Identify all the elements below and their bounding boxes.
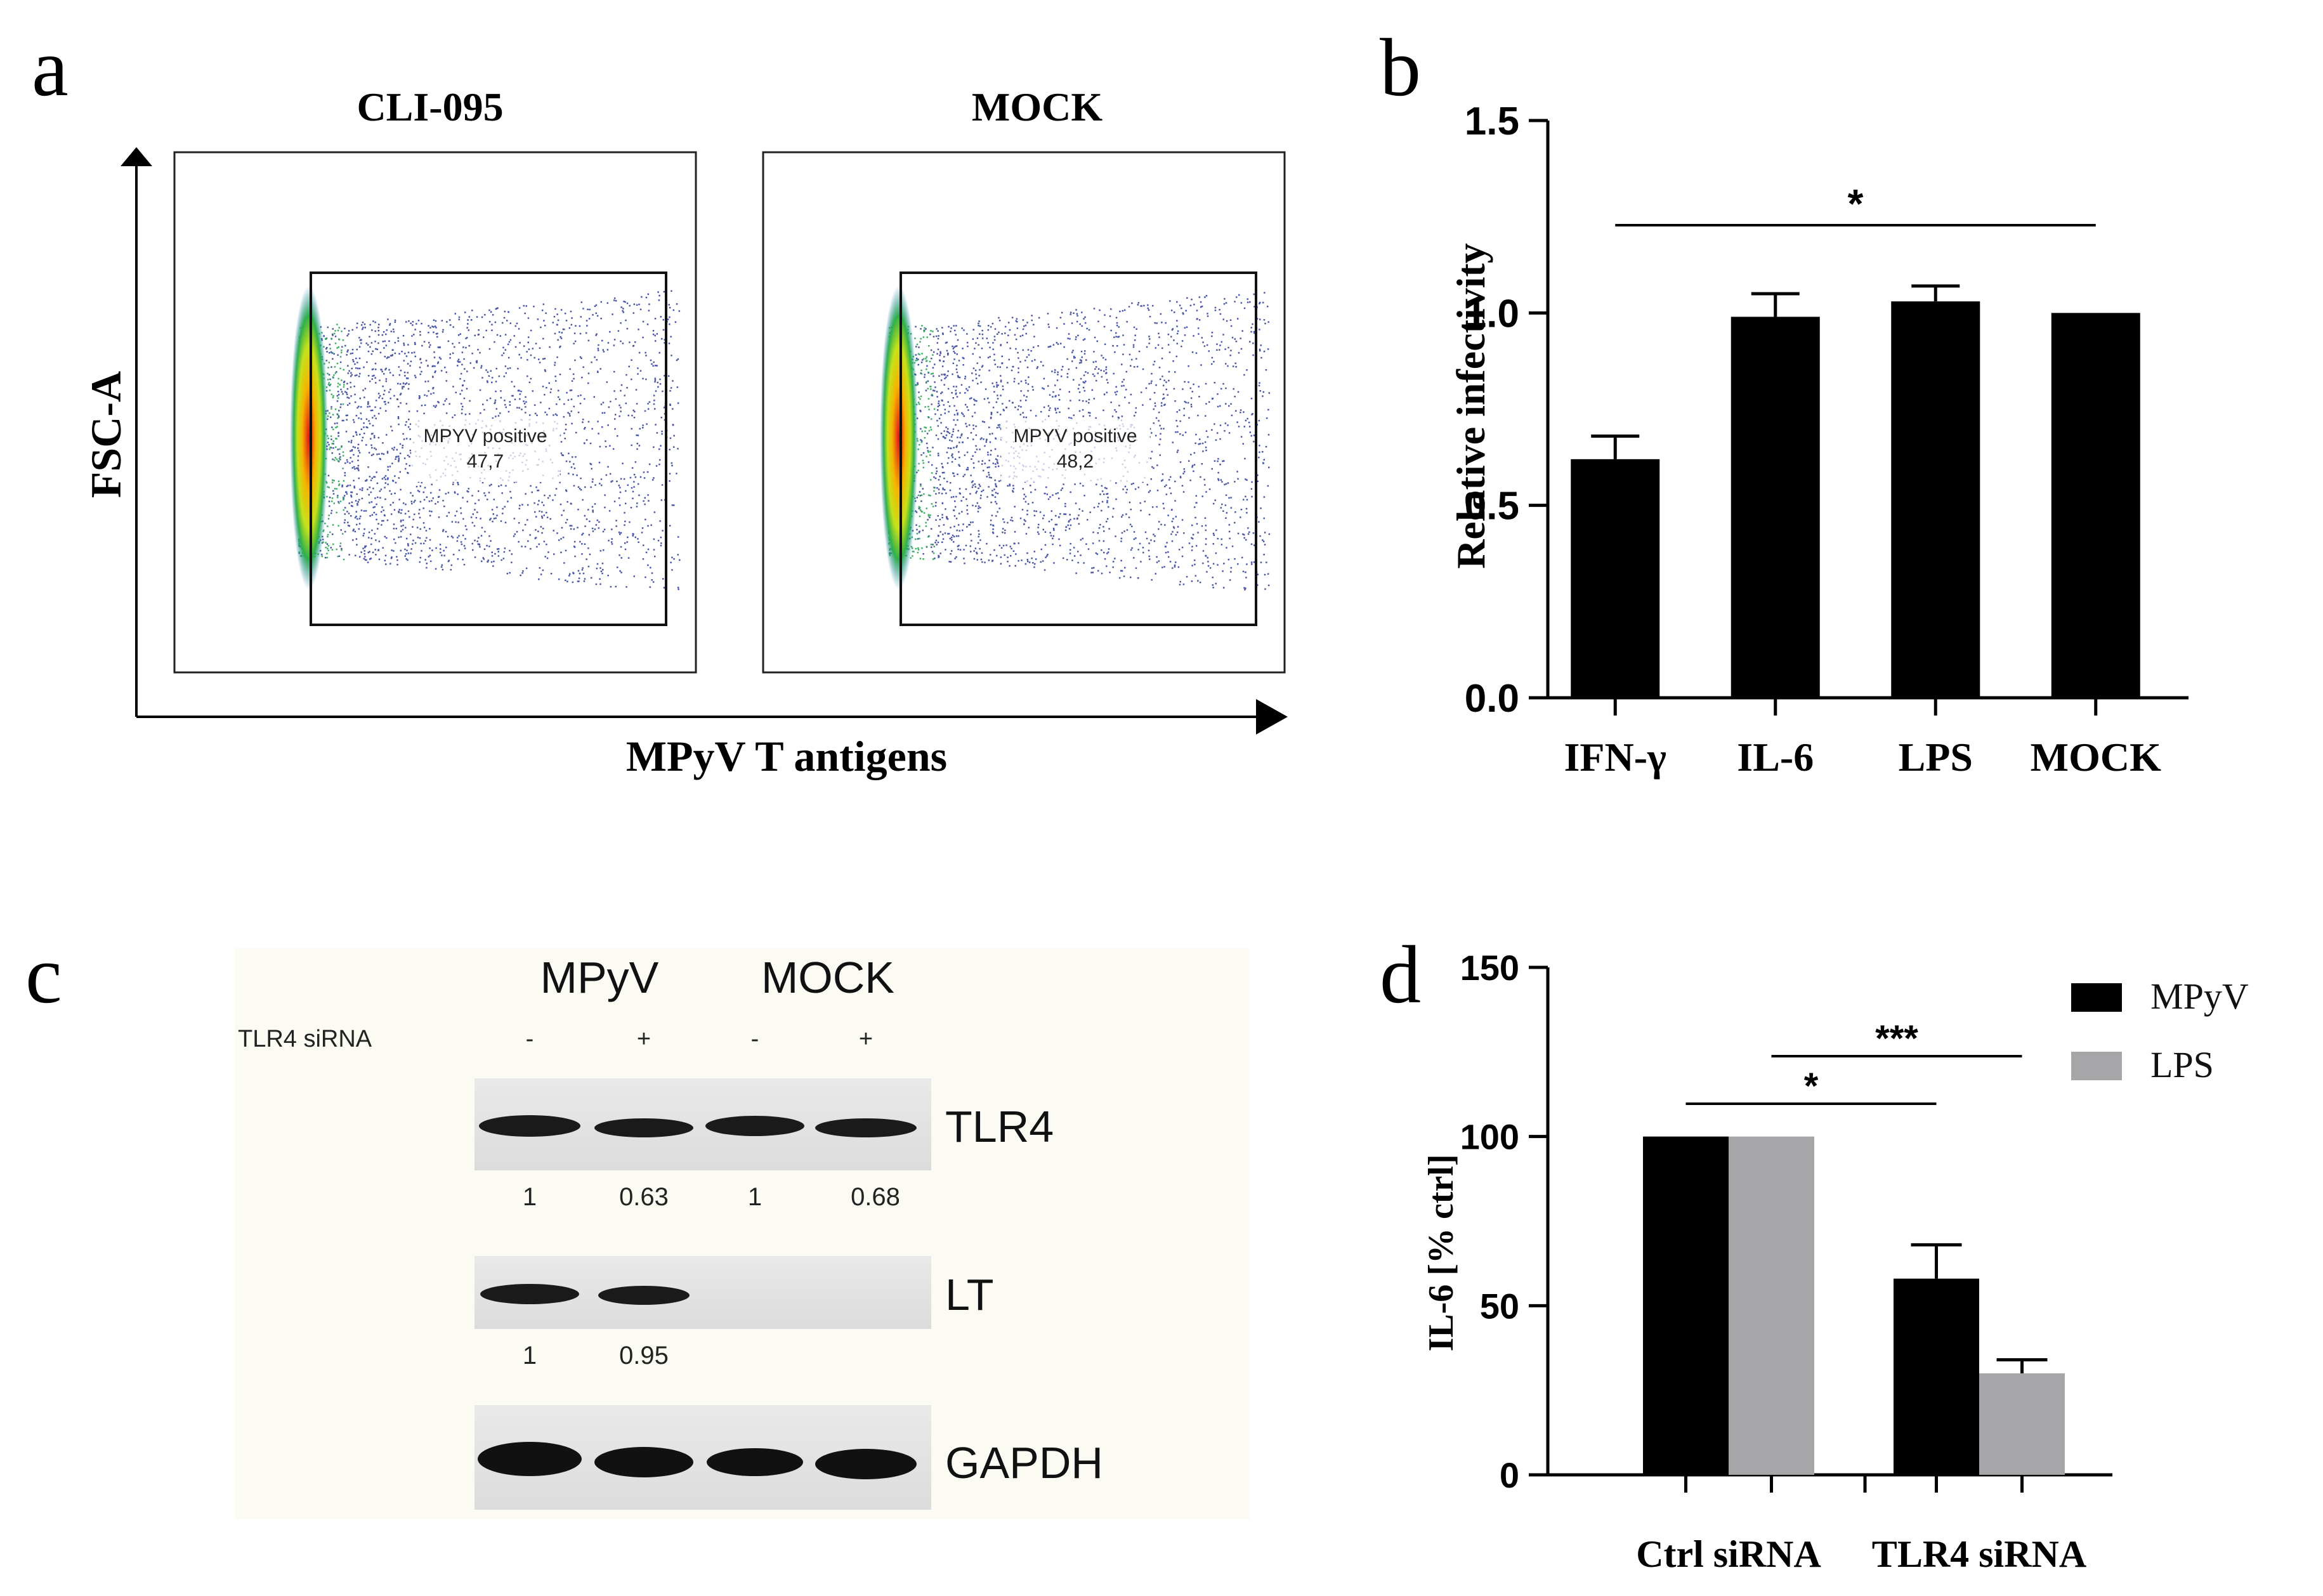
y-tick-label: 50 (1480, 1286, 1519, 1326)
x-axis-arrow-icon (1256, 699, 1288, 735)
legend-label-lps: LPS (2150, 1044, 2214, 1085)
y-tick-label: 150 (1460, 948, 1519, 988)
x-axis-label: MPyV T antigens (626, 732, 947, 780)
band (705, 1116, 804, 1136)
bar-il-6 (1731, 317, 1820, 698)
plot-title: CLI-095 (357, 84, 503, 129)
quant-value: 1 (523, 1342, 537, 1370)
gate (900, 271, 1257, 626)
gate-label: MPYV positive (423, 426, 547, 447)
plot-frame (173, 151, 697, 674)
x-tick-label: IFN-γ (1564, 735, 1667, 780)
x-tick-label: Ctrl siRNA (1636, 1533, 1821, 1575)
band (598, 1286, 690, 1305)
band (594, 1447, 693, 1477)
blot-label: TLR4 (945, 1102, 1054, 1151)
y-axis-label: IL-6 [% ctrl] (1422, 1154, 1461, 1351)
significance-label: *** (1875, 1018, 1918, 1059)
panel-letter-b: b (1380, 22, 1421, 114)
band (479, 1115, 580, 1137)
band (480, 1284, 579, 1304)
band (478, 1442, 582, 1476)
y-tick-label: 1.5 (1465, 100, 1519, 143)
density-hotspot (290, 285, 328, 590)
gate-label-bg (411, 419, 560, 482)
x-tick-label: LPS (1899, 735, 1973, 780)
x-tick-label: MOCK (2031, 735, 2161, 780)
band (815, 1118, 917, 1137)
y-tick-label: 100 (1460, 1117, 1519, 1157)
sign-lane-2: + (637, 1026, 651, 1052)
band (815, 1449, 917, 1479)
gate-value: 48,2 (1057, 451, 1094, 472)
legend: MPyV LPS (2071, 976, 2249, 1085)
panel-a: a MPyV T antigens FSC-A CLI-095 MPYV pos… (32, 22, 1288, 780)
blot-label: GAPDH (945, 1438, 1103, 1488)
band (707, 1448, 803, 1476)
legend-label-mpyv: MPyV (2150, 976, 2249, 1017)
sign-lane-3: - (751, 1026, 759, 1052)
panel-letter-d: d (1380, 929, 1421, 1021)
chart-b: 0.0 0.5 1.0 1.5 IFN-γ IL-6 LPS MOCK * (1465, 100, 2189, 780)
panel-letter-c: c (25, 929, 62, 1021)
significance-label: * (1848, 181, 1864, 226)
bar-mock (2051, 313, 2140, 698)
legend-swatch-lps (2071, 1052, 2122, 1080)
bar-mpyv-1 (1894, 1278, 1979, 1475)
bar-lps-0 (1729, 1136, 1814, 1475)
significance-label: * (1804, 1066, 1819, 1107)
gate (310, 271, 667, 626)
sign-lane-1: - (526, 1026, 534, 1052)
gate-value: 47,7 (467, 451, 504, 472)
legend-swatch-mpyv (2071, 983, 2122, 1012)
density-hotspot (880, 285, 918, 590)
y-tick-label: 1.0 (1465, 292, 1519, 336)
group-label-mpyv: MPyV (540, 953, 659, 1002)
flow-plot-mock: MOCK MPYV positive 48,2 (762, 84, 1286, 674)
quant-value: 0.68 (851, 1183, 900, 1211)
x-tick-label: IL-6 (1737, 735, 1814, 780)
gate-label-bg (1001, 419, 1150, 482)
x-tick-label: TLR4 siRNA (1872, 1533, 2086, 1575)
panel-d: d IL-6 [% ctrl] 0 50 100 150 Ctrl siRNA TLR4 … (1380, 929, 2249, 1575)
y-tick-label: 0.0 (1465, 677, 1519, 721)
quant-value: 1 (523, 1183, 537, 1211)
y-tick-label: 0.5 (1465, 485, 1519, 528)
plot-frame (762, 151, 1286, 674)
panel-b: b Relative infectivity 0.0 0.5 1.0 1.5 IFN-γ… (1380, 22, 2189, 780)
y-axis-label: FSC-A (82, 371, 130, 498)
y-axis-label: Relative infectivity (1448, 243, 1493, 569)
blot-label: LT (945, 1270, 994, 1319)
panel-c: c MPyV MOCK TLR4 siRNA - + - + TLR4 1 0.… (25, 929, 1250, 1519)
panel-letter-a: a (32, 22, 69, 114)
bar-lps-1 (1979, 1373, 2065, 1475)
bar-lps (1891, 301, 1980, 698)
flow-plot-cli095: CLI-095 MPYV positive 47,7 (173, 84, 697, 674)
blot-lt: LT 1 0.95 (474, 1256, 994, 1370)
blot-gapdh: GAPDH (474, 1405, 1103, 1510)
scatter-points (298, 290, 681, 591)
blot-tlr4: TLR4 1 0.63 1 0.68 (474, 1078, 1054, 1211)
band (594, 1118, 693, 1137)
plot-title: MOCK (972, 84, 1103, 129)
quant-value: 0.95 (619, 1342, 669, 1370)
bar-mpyv-0 (1643, 1136, 1729, 1475)
tlr4-sirna-row-label: TLR4 siRNA (238, 1026, 372, 1052)
group-label-mock: MOCK (761, 953, 894, 1002)
sign-lane-4: + (859, 1026, 873, 1052)
bar-ifn-γ (1571, 459, 1660, 698)
quant-value: 1 (748, 1183, 762, 1211)
quant-value: 0.63 (619, 1183, 669, 1211)
y-axis-arrow-icon (121, 147, 152, 166)
y-tick-label: 0 (1500, 1455, 1519, 1495)
gate-label: MPYV positive (1013, 426, 1137, 447)
